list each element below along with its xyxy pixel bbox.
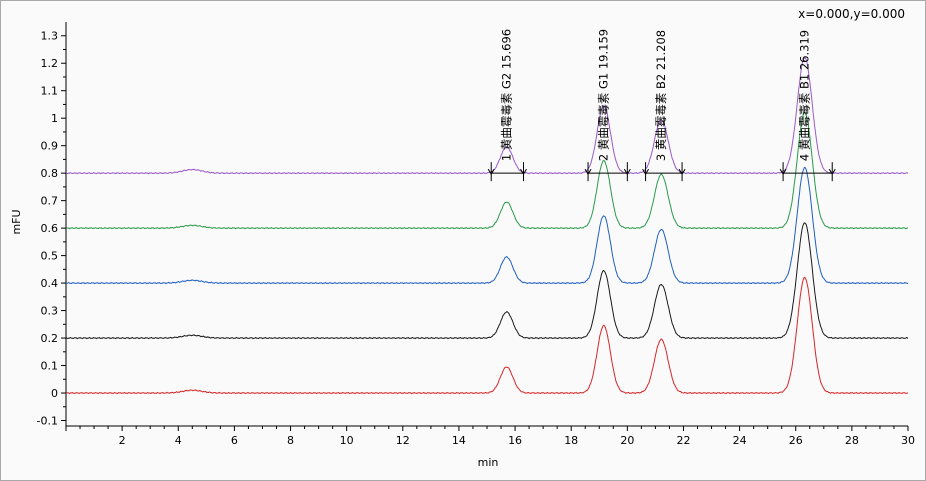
y-tick-label: 0.2 xyxy=(41,332,59,345)
peak-label-1: 1 黄曲霉毒素 G2 15.696 xyxy=(500,29,514,161)
trace-line-5 xyxy=(66,57,909,175)
peak-label-3: 3 黄曲霉毒素 B2 21.208 xyxy=(654,30,668,161)
y-tick-label: 1.3 xyxy=(41,30,59,43)
y-tick-label: 0.9 xyxy=(41,140,59,153)
x-tick-label: 12 xyxy=(396,434,410,447)
peak-boundary-arrow xyxy=(584,168,592,176)
x-tick-label: 2 xyxy=(119,434,126,447)
y-tick-label: 0 xyxy=(51,387,58,400)
x-axis-label: min xyxy=(478,456,499,469)
x-tick-label: 26 xyxy=(789,434,803,447)
x-tick-label: 30 xyxy=(901,434,915,447)
coordinate-readout: x=0.000,y=0.000 xyxy=(798,7,905,21)
peak-boundary-arrow xyxy=(520,168,527,176)
y-tick-label: 0.3 xyxy=(41,305,59,318)
y-tick-label: 0.7 xyxy=(41,195,59,208)
y-tick-label: 1.2 xyxy=(41,57,59,70)
trace-line-3 xyxy=(65,166,909,285)
y-tick-label: 0.5 xyxy=(41,250,59,263)
trace-line-1 xyxy=(65,276,909,395)
peak-boundary-arrow xyxy=(642,168,650,176)
y-axis-label: mFU xyxy=(10,209,23,234)
peak-boundary-arrow xyxy=(678,168,686,176)
peak-label-4: 4 黄曲霉毒素 B1 26.319 xyxy=(798,30,812,161)
trace-line-4 xyxy=(65,111,909,230)
x-tick-label: 18 xyxy=(564,434,578,447)
x-tick-label: 24 xyxy=(733,434,747,447)
x-tick-label: 10 xyxy=(340,434,354,447)
y-tick-label: 0.6 xyxy=(41,222,59,235)
y-tick-label: 1.1 xyxy=(41,85,59,98)
x-tick-label: 14 xyxy=(452,434,466,447)
x-tick-label: 8 xyxy=(287,434,294,447)
x-tick-label: 22 xyxy=(676,434,690,447)
x-tick-label: 6 xyxy=(231,434,238,447)
y-tick-label: 1 xyxy=(51,112,58,125)
y-tick-label: 0.1 xyxy=(41,360,59,373)
y-tick-label: 0.8 xyxy=(41,167,59,180)
trace-line-2 xyxy=(66,222,909,340)
y-tick-label: -0.1 xyxy=(37,415,58,428)
peak-boundary-arrow xyxy=(623,168,631,176)
x-tick-label: 28 xyxy=(845,434,859,447)
peak-boundary-arrow xyxy=(779,168,787,176)
peak-label-2: 2 黄曲霉毒素 G1 19.159 xyxy=(597,29,611,161)
x-tick-label: 20 xyxy=(620,434,634,447)
x-tick-label: 16 xyxy=(508,434,522,447)
peak-boundary-arrow xyxy=(828,168,836,176)
x-tick-label: 4 xyxy=(175,434,182,447)
peak-boundary-arrow xyxy=(487,168,495,176)
y-tick-label: 0.4 xyxy=(41,277,59,290)
